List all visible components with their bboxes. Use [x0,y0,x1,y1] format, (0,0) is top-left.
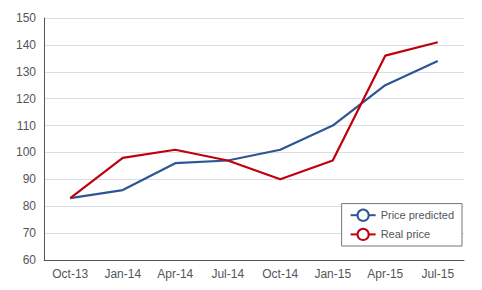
svg-text:Oct-13: Oct-13 [52,267,88,281]
svg-text:110: 110 [17,119,36,133]
svg-text:90: 90 [23,172,37,186]
svg-text:60: 60 [23,253,37,267]
svg-text:Real price: Real price [381,228,431,240]
svg-text:Jan-15: Jan-15 [314,267,351,281]
svg-text:70: 70 [23,226,37,240]
svg-text:130: 130 [16,65,36,79]
svg-text:150: 150 [16,11,36,25]
svg-text:Apr-14: Apr-14 [157,267,193,281]
svg-text:80: 80 [23,199,37,213]
svg-text:Jan-14: Jan-14 [104,267,141,281]
svg-text:Price predicted: Price predicted [381,209,454,221]
svg-text:Oct-14: Oct-14 [262,267,298,281]
svg-text:Jul-15: Jul-15 [421,267,454,281]
svg-text:120: 120 [16,92,36,106]
svg-text:140: 140 [16,38,36,52]
svg-text:Jul-14: Jul-14 [211,267,244,281]
svg-text:100: 100 [16,145,36,159]
svg-text:Apr-15: Apr-15 [367,267,403,281]
